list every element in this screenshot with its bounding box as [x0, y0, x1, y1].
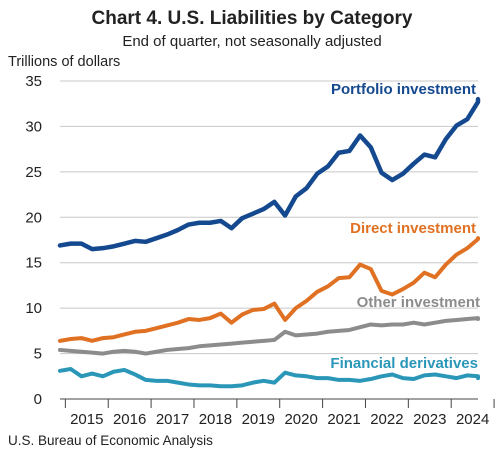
chart-title: Chart 4. U.S. Liabilities by Category: [92, 8, 413, 29]
series-line-other-investment: [58, 316, 480, 356]
series-label-financial-derivatives: Financial derivatives: [330, 355, 478, 372]
x-axis: 2015 2016 2017 2018 2019 2020 2021 2022 2023 2024: [60, 398, 495, 428]
gridlines: [60, 80, 478, 355]
y-tick-label: 20: [25, 209, 42, 226]
series-label-direct-investment: Direct investment: [350, 220, 476, 237]
x-tick-label: 2021: [327, 411, 360, 428]
y-tick-label: 5: [34, 346, 42, 363]
series-lines: [57, 96, 481, 389]
y-axis-ticks: 0 5 10 15 20 25 30 35: [25, 73, 42, 408]
y-axis-label: Trillions of dollars: [8, 54, 120, 70]
y-tick-label: 10: [25, 300, 42, 317]
x-tick-label: 2016: [113, 411, 146, 428]
series-label-other-investment: Other investment: [357, 294, 480, 311]
series-labels: Portfolio investment Direct investment Oth…: [330, 81, 480, 372]
y-tick-label: 35: [25, 73, 42, 90]
y-tick-label: 0: [34, 391, 42, 408]
series-line-portfolio-investment: [57, 96, 481, 252]
source-note: U.S. Bureau of Economic Analysis: [8, 433, 213, 448]
x-tick-label: 2020: [284, 411, 317, 428]
y-tick-label: 30: [25, 118, 42, 135]
x-tick-label: 2015: [70, 411, 103, 428]
x-tick-label: 2023: [413, 411, 446, 428]
chart-subtitle: End of quarter, not seasonally adjusted: [122, 33, 381, 50]
series-line-direct-investment: [58, 236, 480, 343]
series-label-portfolio-investment: Portfolio investment: [331, 81, 476, 98]
y-tick-label: 15: [25, 255, 42, 272]
x-tick-label: 2019: [242, 411, 275, 428]
x-tick-label: 2024: [456, 411, 489, 428]
x-tick-label: 2018: [199, 411, 232, 428]
series-line-financial-derivatives: [58, 367, 480, 389]
x-tick-label: 2022: [370, 411, 403, 428]
x-tick-label: 2017: [156, 411, 189, 428]
y-tick-label: 25: [25, 164, 42, 181]
